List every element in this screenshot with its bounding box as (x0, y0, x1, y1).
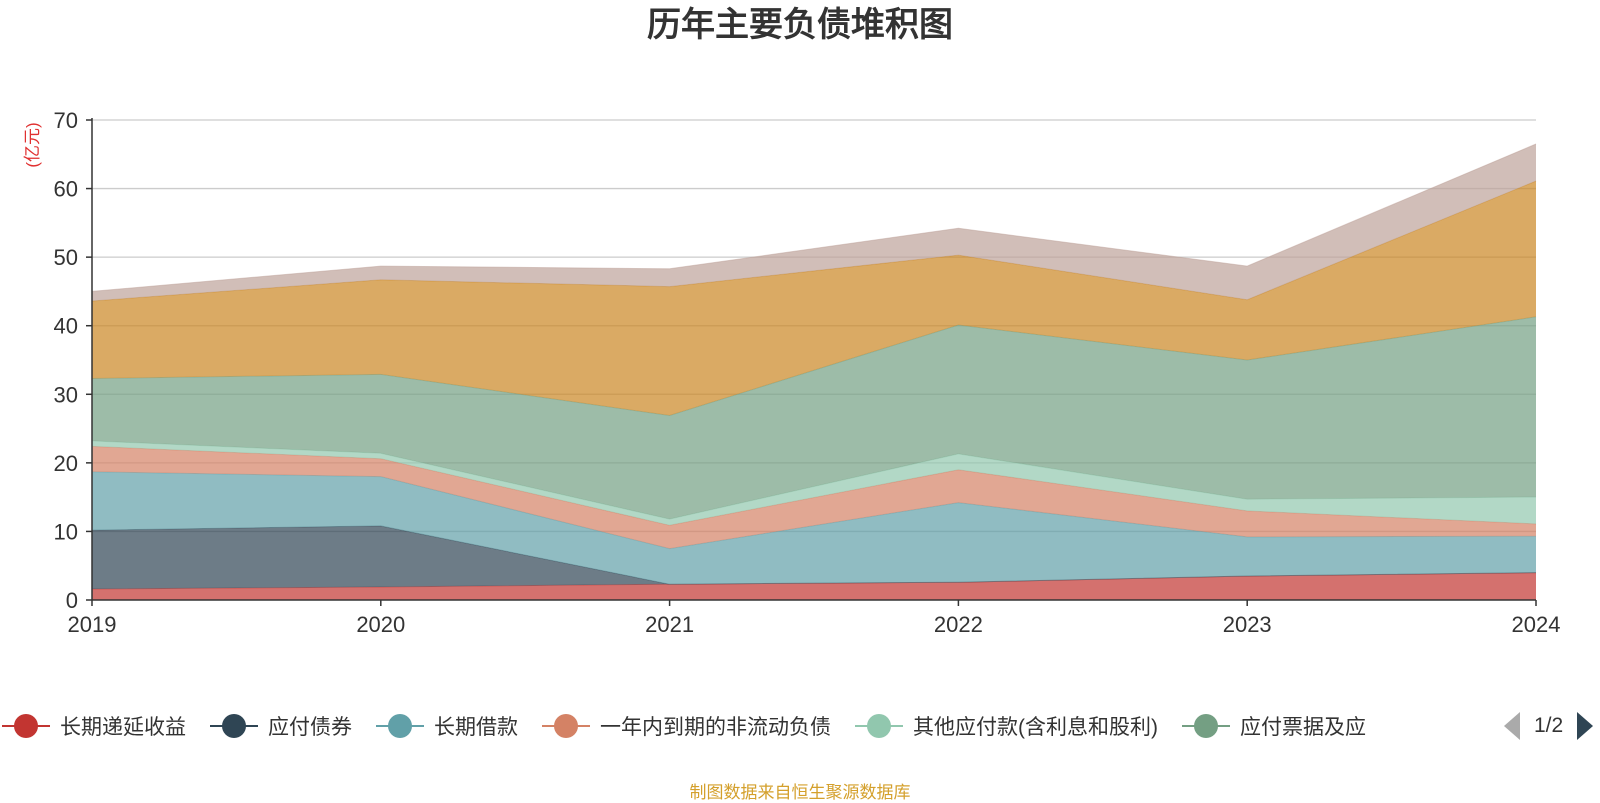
legend-label: 应付票据及应 (1240, 716, 1366, 739)
y-tick-label: 70 (54, 108, 78, 133)
y-tick-label: 40 (54, 314, 78, 339)
x-tick-label: 2021 (645, 612, 694, 637)
prev-page-icon[interactable] (1504, 712, 1520, 740)
y-tick-label: 10 (54, 519, 78, 544)
area-series-0 (92, 572, 1536, 600)
x-tick-label: 2019 (68, 612, 117, 637)
legend-page-indicator: 1/2 (1534, 714, 1564, 737)
next-page-icon[interactable] (1577, 712, 1594, 740)
area-series-1 (92, 525, 1536, 589)
legend-marker-dot (222, 714, 246, 738)
legend-marker-icon (540, 708, 592, 744)
legend-label: 其他应付款(含利息和股利) (913, 716, 1158, 739)
legend-marker-dot (1194, 714, 1218, 738)
y-tick-label: 50 (54, 245, 78, 270)
legend-item[interactable]: 应付票据及应 (1180, 708, 1366, 744)
y-tick-label: 20 (54, 451, 78, 476)
y-tick-label: 60 (54, 177, 78, 202)
data-source-note: 制图数据来自恒生聚源数据库 (689, 783, 911, 802)
y-axis-unit: (亿元) (23, 122, 42, 167)
legend-item[interactable]: 长期递延收益 (0, 708, 186, 744)
series-line-7 (91, 143, 1537, 292)
area-series-7 (92, 144, 1536, 301)
legend-marker-icon (374, 708, 426, 744)
area-series-2 (92, 471, 1536, 585)
legend-label: 一年内到期的非流动负债 (600, 716, 831, 739)
legend-items: 长期递延收益 应付债券 长期借款 一年内到期的非流动负债 其他应付款(含利息和股利) 应付… (0, 708, 1490, 744)
x-tick-label: 2022 (934, 612, 983, 637)
x-tick-label: 2020 (356, 612, 405, 637)
legend-marker-dot (554, 714, 578, 738)
chart-title: 历年主要负债堆积图 (647, 6, 953, 44)
legend-label: 长期借款 (434, 716, 518, 739)
y-tick-label: 30 (54, 382, 78, 407)
legend-marker-dot (867, 714, 891, 738)
legend-item[interactable]: 应付债券 (208, 708, 352, 744)
legend-item[interactable]: 一年内到期的非流动负债 (540, 708, 831, 744)
legend-marker-icon (853, 708, 905, 744)
legend-item[interactable]: 长期借款 (374, 708, 518, 744)
area-series-4 (92, 440, 1536, 526)
legend-marker-dot (14, 714, 38, 738)
x-tick-label: 2024 (1512, 612, 1561, 637)
legend-marker-icon (0, 708, 52, 744)
y-tick-label: 0 (66, 588, 78, 613)
area-series-5 (92, 316, 1536, 520)
legend-pager: 1/2 (1500, 708, 1600, 744)
axes: 0 10 20 30 40 50 60 70 2019 2020 2021 2022 2023 2024 (54, 108, 1561, 637)
stacked-areas (91, 143, 1537, 600)
area-series-6 (92, 181, 1536, 416)
legend-marker-icon (208, 708, 260, 744)
legend-label: 应付债券 (268, 716, 352, 739)
x-tick-label: 2023 (1223, 612, 1272, 637)
legend-label: 长期递延收益 (60, 716, 186, 739)
legend-marker-dot (388, 714, 412, 738)
legend-marker-icon (1180, 708, 1232, 744)
legend: 长期递延收益 应付债券 长期借款 一年内到期的非流动负债 其他应付款(含利息和股利) 应付… (0, 708, 1600, 744)
legend-item[interactable]: 其他应付款(含利息和股利) (853, 708, 1158, 744)
